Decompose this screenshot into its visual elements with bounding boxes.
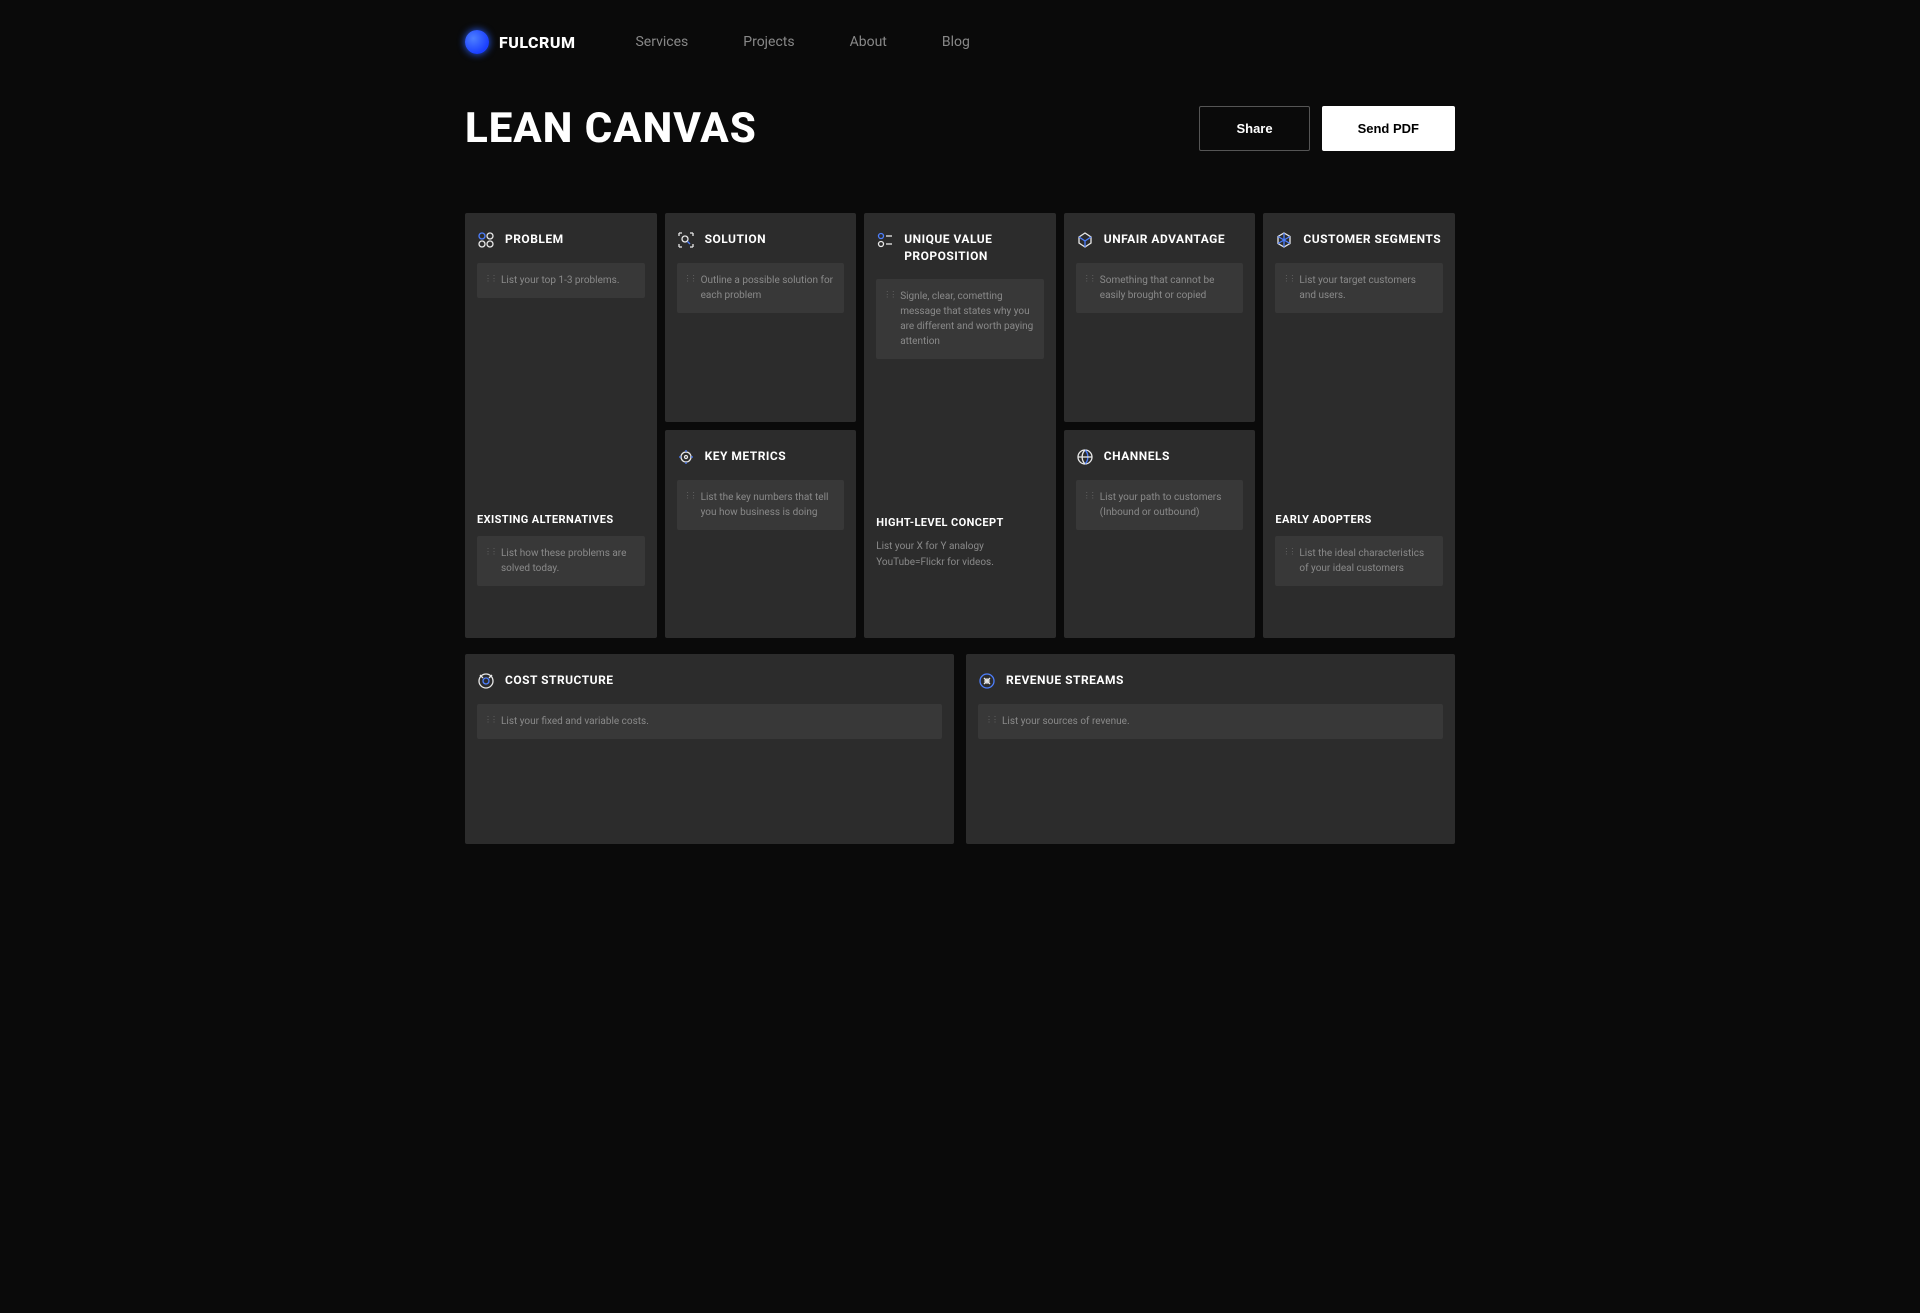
col-solution-metrics: SOLUTION Outline a possible solution for…: [665, 213, 857, 638]
cell-customer-segments[interactable]: CUSTOMER SEGMENTS List your target custo…: [1263, 213, 1455, 638]
existing-alternatives-hint[interactable]: List how these problems are solved today…: [477, 536, 645, 586]
nav-blog[interactable]: Blog: [942, 34, 970, 50]
page-title: LEAN CANVAS: [465, 104, 757, 153]
cell-revenue-streams[interactable]: REVENUE STREAMS List your sources of rev…: [966, 654, 1455, 844]
channels-hint[interactable]: List your path to customers (Inbound or …: [1076, 480, 1244, 530]
lean-canvas: PROBLEM List your top 1-3 problems. EXIS…: [465, 213, 1455, 646]
actions: Share Send PDF: [1199, 106, 1455, 151]
nav: Services Projects About Blog: [635, 34, 969, 50]
solution-icon: [677, 231, 695, 249]
high-level-concept-title: HIGHT-LEVEL CONCEPT: [876, 516, 1044, 529]
cell-title: COST STRUCTURE: [505, 672, 614, 689]
unfair-icon: [1076, 231, 1094, 249]
high-level-concept-text: List your X for Y analogy YouTube=Flickr…: [876, 539, 1044, 571]
channels-icon: [1076, 448, 1094, 466]
solution-hint[interactable]: Outline a possible solution for each pro…: [677, 263, 845, 313]
metrics-icon: [677, 448, 695, 466]
cell-channels[interactable]: CHANNELS List your path to customers (In…: [1064, 430, 1256, 639]
logo-text: FULCRUM: [499, 33, 575, 52]
cost-icon: [477, 672, 495, 690]
logo-icon: [465, 30, 489, 54]
segments-icon: [1275, 231, 1293, 249]
cell-problem[interactable]: PROBLEM List your top 1-3 problems. EXIS…: [465, 213, 657, 638]
cell-title: SOLUTION: [705, 231, 767, 248]
send-pdf-button[interactable]: Send PDF: [1322, 106, 1455, 151]
col-unfair-channels: UNFAIR ADVANTAGE Something that cannot b…: [1064, 213, 1256, 638]
cell-solution[interactable]: SOLUTION Outline a possible solution for…: [665, 213, 857, 422]
nav-services[interactable]: Services: [635, 34, 688, 50]
problem-hint[interactable]: List your top 1-3 problems.: [477, 263, 645, 298]
cell-title: PROBLEM: [505, 231, 564, 248]
cell-title: CHANNELS: [1104, 448, 1170, 465]
segments-hint[interactable]: List your target customers and users.: [1275, 263, 1443, 313]
early-adopters-title: EARLY ADOPTERS: [1275, 513, 1443, 526]
problem-icon: [477, 231, 495, 249]
metrics-hint[interactable]: List the key numbers that tell you how b…: [677, 480, 845, 530]
unfair-hint[interactable]: Something that cannot be easily brought …: [1076, 263, 1244, 313]
share-button[interactable]: Share: [1199, 106, 1309, 151]
bottom-row: COST STRUCTURE List your fixed and varia…: [465, 654, 1455, 844]
uvp-hint[interactable]: Signle, clear, cometting message that st…: [876, 279, 1044, 359]
logo[interactable]: FULCRUM: [465, 30, 575, 54]
cell-title: REVENUE STREAMS: [1006, 672, 1124, 689]
cell-title: UNIQUE VALUE PROPOSITION: [904, 231, 1044, 265]
nav-about[interactable]: About: [850, 34, 887, 50]
cell-key-metrics[interactable]: KEY METRICS List the key numbers that te…: [665, 430, 857, 639]
early-adopters-hint[interactable]: List the ideal characteristics of your i…: [1275, 536, 1443, 586]
cell-cost-structure[interactable]: COST STRUCTURE List your fixed and varia…: [465, 654, 954, 844]
title-row: LEAN CANVAS Share Send PDF: [465, 104, 1455, 153]
cell-title: UNFAIR ADVANTAGE: [1104, 231, 1225, 248]
revenue-hint[interactable]: List your sources of revenue.: [978, 704, 1443, 739]
cell-unfair-advantage[interactable]: UNFAIR ADVANTAGE Something that cannot b…: [1064, 213, 1256, 422]
existing-alternatives-title: EXISTING ALTERNATIVES: [477, 513, 645, 526]
revenue-icon: [978, 672, 996, 690]
header: FULCRUM Services Projects About Blog: [465, 30, 1455, 104]
uvp-icon: [876, 231, 894, 249]
cell-uvp[interactable]: UNIQUE VALUE PROPOSITION Signle, clear, …: [864, 213, 1056, 638]
cost-hint[interactable]: List your fixed and variable costs.: [477, 704, 942, 739]
cell-title: CUSTOMER SEGMENTS: [1303, 231, 1441, 248]
cell-title: KEY METRICS: [705, 448, 787, 465]
nav-projects[interactable]: Projects: [743, 34, 794, 50]
